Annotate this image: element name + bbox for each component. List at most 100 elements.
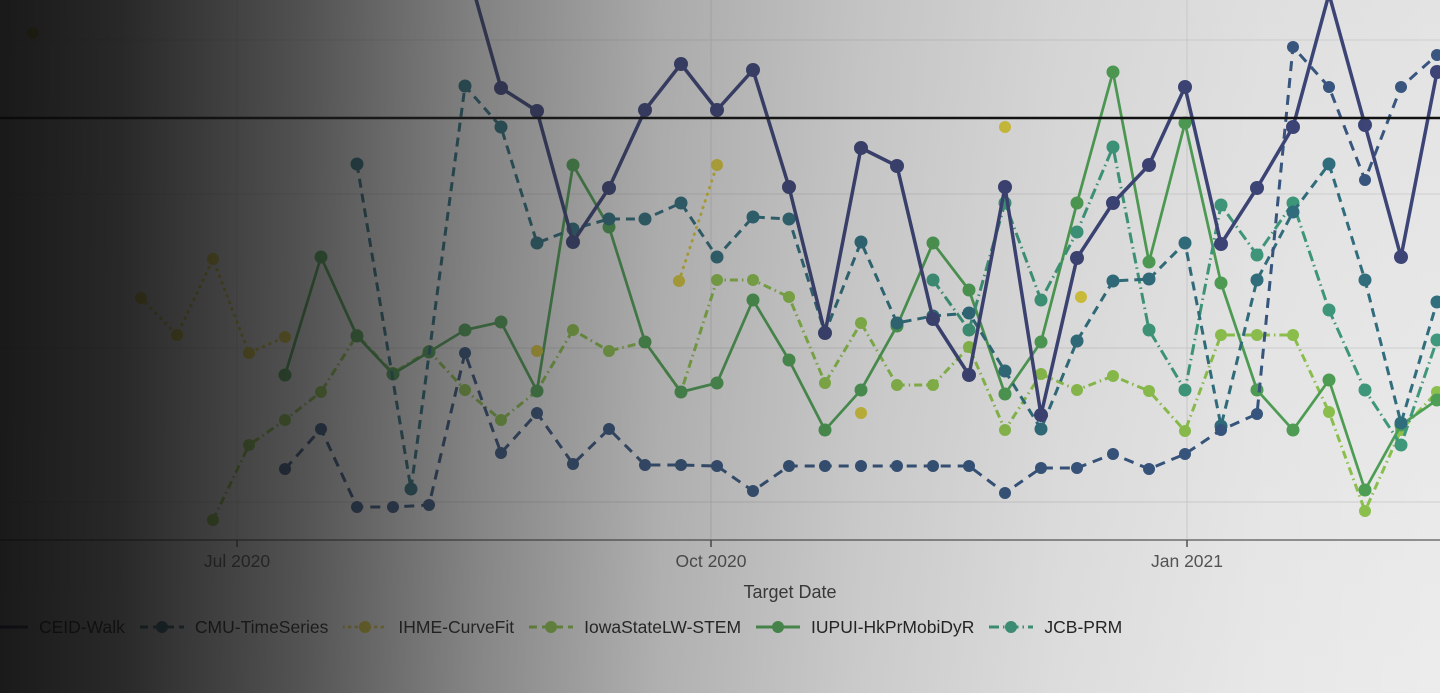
data-point	[459, 347, 471, 359]
data-point	[1250, 383, 1264, 397]
data-point	[1251, 329, 1263, 341]
data-point	[279, 414, 291, 426]
data-point	[567, 324, 579, 336]
data-point	[530, 104, 544, 118]
legend-item-ceid-walk[interactable]: CEID-Walk	[0, 616, 125, 638]
data-point	[674, 57, 688, 71]
data-point	[711, 159, 723, 171]
data-point	[387, 501, 399, 513]
x-axis-title: Target Date	[743, 582, 837, 602]
legend-item-cmu-timeseries[interactable]: CMU-TimeSeries	[139, 616, 328, 638]
data-point	[315, 386, 327, 398]
series-IUPUI-HkPrMobiDyR	[278, 65, 1440, 497]
data-point	[710, 250, 724, 264]
data-point	[1214, 198, 1228, 212]
data-point	[278, 368, 292, 382]
data-point	[710, 376, 724, 390]
data-point	[962, 368, 976, 382]
data-point	[999, 487, 1011, 499]
legend-label: IowaStateLW-STEM	[584, 616, 742, 637]
legend-swatch-icon	[0, 625, 28, 629]
data-point	[135, 292, 147, 304]
data-point	[854, 141, 868, 155]
legend-swatch-icon	[989, 621, 1034, 633]
data-point	[674, 196, 688, 210]
data-point	[603, 345, 615, 357]
data-point	[531, 345, 543, 357]
legend-label: IUPUI-HkPrMobiDyR	[811, 616, 975, 637]
legend-item-iupui-hkprmobidyr[interactable]: IUPUI-HkPrMobiDyR	[756, 616, 974, 638]
data-point	[782, 180, 796, 194]
data-point	[746, 293, 760, 307]
legend-swatch-icon	[343, 621, 388, 633]
data-point	[351, 501, 363, 513]
data-point	[314, 250, 328, 264]
data-point	[1035, 462, 1047, 474]
series-IHME-CurveFit	[27, 27, 1087, 419]
data-point	[1322, 303, 1336, 317]
data-point	[1325, 0, 1333, 1]
data-point	[1106, 140, 1120, 154]
legend-item-jcb-prm[interactable]: JCB-PRM	[989, 616, 1122, 638]
data-point	[459, 384, 471, 396]
data-point	[1322, 157, 1336, 171]
data-point	[782, 353, 796, 367]
data-point	[1394, 438, 1408, 452]
data-point	[926, 312, 940, 326]
data-point	[404, 482, 418, 496]
data-point	[1034, 408, 1048, 422]
data-point	[1034, 293, 1048, 307]
x-tick-label-jan-2021: Jan 2021	[1150, 551, 1224, 571]
data-point	[495, 447, 507, 459]
data-point	[1250, 181, 1264, 195]
data-point	[1215, 329, 1227, 341]
data-point	[27, 27, 39, 39]
data-point	[1430, 65, 1440, 79]
data-point	[783, 291, 795, 303]
data-point	[818, 326, 832, 340]
data-point	[711, 274, 723, 286]
data-point	[423, 499, 435, 511]
data-point	[494, 81, 508, 95]
data-point	[1394, 416, 1408, 430]
data-point	[602, 181, 616, 195]
data-point	[1070, 334, 1084, 348]
data-point	[854, 383, 868, 397]
data-point	[1071, 462, 1083, 474]
data-point	[1251, 408, 1263, 420]
data-point	[1142, 255, 1156, 269]
data-point	[1106, 274, 1120, 288]
line-chart-plot-area	[0, 0, 1440, 547]
data-point	[1071, 384, 1083, 396]
data-point	[1430, 295, 1440, 309]
data-point	[1286, 120, 1300, 134]
data-point	[279, 463, 291, 475]
legend-label: IHME-CurveFit	[398, 616, 515, 637]
data-point	[747, 485, 759, 497]
data-point	[494, 315, 508, 329]
data-point	[1358, 118, 1372, 132]
data-point	[1034, 422, 1048, 436]
data-point	[926, 273, 940, 287]
data-point	[1142, 323, 1156, 337]
data-point	[1178, 383, 1192, 397]
legend-item-iowastatelw-stem[interactable]: IowaStateLW-STEM	[529, 616, 741, 638]
data-point	[1143, 463, 1155, 475]
data-point	[1143, 385, 1155, 397]
legend-item-ihme-curvefit[interactable]: IHME-CurveFit	[343, 616, 514, 638]
data-point	[1070, 225, 1084, 239]
data-point	[1075, 291, 1087, 303]
data-point	[890, 159, 904, 173]
data-point	[1106, 196, 1120, 210]
data-point	[567, 458, 579, 470]
data-point	[1070, 251, 1084, 265]
data-point	[710, 103, 724, 117]
data-point	[783, 460, 795, 472]
data-point	[855, 407, 867, 419]
data-point	[1358, 383, 1372, 397]
data-point	[927, 460, 939, 472]
data-point	[999, 424, 1011, 436]
data-point	[998, 364, 1012, 378]
series-IowaStateLW-STEM	[207, 274, 1440, 526]
data-point	[1215, 424, 1227, 436]
